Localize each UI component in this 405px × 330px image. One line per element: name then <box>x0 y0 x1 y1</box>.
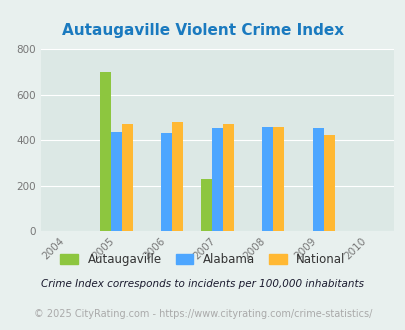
Text: Autaugaville Violent Crime Index: Autaugaville Violent Crime Index <box>62 23 343 38</box>
Text: Crime Index corresponds to incidents per 100,000 inhabitants: Crime Index corresponds to incidents per… <box>41 279 364 289</box>
Bar <box>111 132 122 231</box>
Text: © 2025 CityRating.com - https://www.cityrating.com/crime-statistics/: © 2025 CityRating.com - https://www.city… <box>34 309 371 319</box>
Bar <box>222 124 233 231</box>
Bar <box>200 179 211 231</box>
Bar <box>99 72 111 231</box>
Bar <box>172 122 183 231</box>
Bar <box>312 128 323 231</box>
Bar <box>211 128 222 231</box>
Bar <box>161 133 172 231</box>
Bar <box>273 127 283 231</box>
Bar <box>122 124 132 231</box>
Bar <box>323 135 334 231</box>
Legend: Autaugaville, Alabama, National: Autaugaville, Alabama, National <box>55 248 350 271</box>
Bar <box>262 127 273 231</box>
